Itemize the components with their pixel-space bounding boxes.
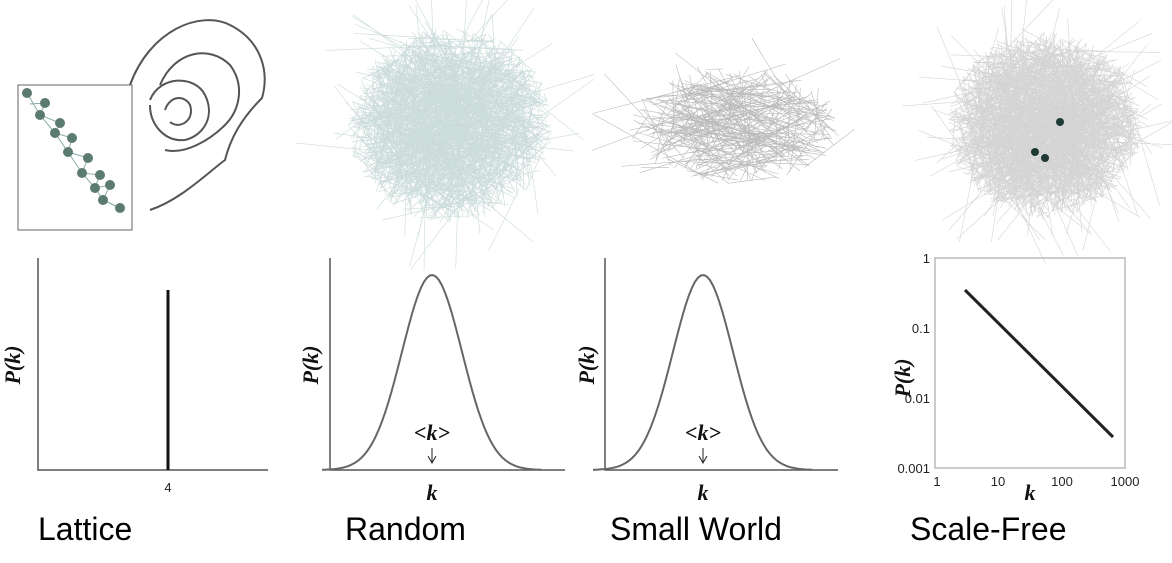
x-axis-label: k	[427, 480, 438, 505]
gaussian-curve	[592, 274, 813, 471]
mean-label: <k>	[685, 420, 721, 445]
panel-label: Scale-Free	[910, 511, 1067, 547]
x-axis-label: k	[698, 480, 709, 505]
mean-arrows	[427, 448, 708, 465]
x-axis-label: k	[1025, 480, 1036, 505]
y-axis-label: P(k)	[0, 345, 25, 385]
y-axis-label: P(k)	[890, 358, 915, 398]
power-law-line	[963, 288, 1115, 439]
network-edges	[592, 38, 855, 185]
x-tick-label: 10	[991, 474, 1005, 489]
y-tick-label: 1	[923, 251, 930, 266]
hub-node	[1031, 148, 1039, 156]
panel-label: Small World	[610, 511, 782, 547]
x-tick-label: 4	[164, 480, 171, 495]
panel-label: Lattice	[38, 511, 132, 547]
y-axis-label: P(k)	[574, 345, 599, 385]
x-tick-label: 1000	[1111, 474, 1140, 489]
panel-label: Random	[345, 511, 466, 547]
y-axis-label: P(k)	[298, 345, 323, 385]
network-edges	[295, 0, 595, 271]
network-edges	[902, 0, 1172, 264]
hub-node	[1056, 118, 1064, 126]
y-tick-label: 0.01	[905, 391, 930, 406]
y-tick-label: 0.001	[897, 461, 930, 476]
hub-node	[1041, 154, 1049, 162]
lattice-spiral	[129, 19, 266, 211]
mean-label: <k>	[414, 420, 450, 445]
x-tick-label: 100	[1051, 474, 1073, 489]
lattice-nodes	[22, 88, 125, 213]
y-tick-label: 0.1	[912, 321, 930, 336]
gaussian-curve	[321, 274, 542, 471]
x-tick-label: 1	[933, 474, 940, 489]
networks	[295, 0, 1172, 271]
